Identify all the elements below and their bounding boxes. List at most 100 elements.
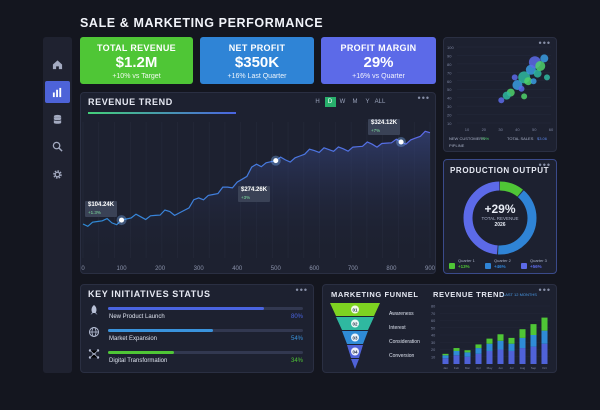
bar-segment [486,350,493,364]
stage-badge [351,333,359,342]
callout-change: +3% [241,195,251,200]
bar-segment [464,356,471,364]
y-tick-label: 40 [447,96,452,101]
funnel-tip [351,359,359,369]
bubble-panel: ••• [443,37,557,152]
kpi-total-revenue[interactable]: TOTAL REVENUE $1.2M +10% vs Target [80,37,193,84]
funnel-stage-label: Awareness [389,311,414,317]
sidebar-item-analytics[interactable] [45,81,70,103]
timeframe-all[interactable]: ALL [374,99,386,105]
more-menu-icon[interactable]: ••• [538,38,551,48]
stage-number: 03 [352,335,358,340]
bar-segment [453,350,460,356]
initiative-row[interactable]: Market Expansion 54% [88,327,306,351]
bar-segment [486,343,493,351]
stage-number: 02 [352,321,358,326]
bar-segment [541,343,548,364]
title-underline [88,112,236,114]
initiative-label: Market Expansion [109,336,158,342]
bubble-point [498,97,505,104]
donut-label: TOTAL REVENUE [481,216,519,221]
search-icon [52,141,63,152]
x-tick-label: 400 [232,266,243,272]
bar-segment [453,355,460,364]
timeframe-y[interactable]: Y [365,99,370,105]
revenue-bars-subtitle: LAST 12 MONTHS [503,292,537,297]
more-menu-icon[interactable]: ••• [538,285,551,295]
callout-2: $274.26K +3% [238,186,271,202]
stage-number: 04 [352,349,358,354]
timeframe-m[interactable]: M [352,99,358,105]
bubble-chart: 100 90 80 70 60 50 40 30 20 10 10 20 30 40 50 60 [447,45,554,132]
stage-badge [351,347,359,356]
timeframe-d[interactable]: D [324,97,336,107]
bubble-point [543,74,550,81]
bar-segment [519,329,526,338]
kpi-profit-margin[interactable]: PROFIT MARGIN 29% +16% vs Quarter [321,37,436,84]
marker-point [273,158,279,164]
revenue-line [82,130,431,228]
funnel-stage-label: Consideration [389,339,420,345]
timeframe-h[interactable]: H [315,99,320,105]
bar-segment [442,358,449,364]
kpi-net-profit[interactable]: NET PROFIT $350K +16% Last Quarter [200,37,314,84]
donut-center: +29% TOTAL REVENUE 2026 [460,202,540,228]
stage-badge [351,319,359,328]
x-tick-label: 600 [309,266,320,272]
kpi-label: PROFIT MARGIN [340,43,417,53]
globe-icon [89,327,99,337]
bar-segment [508,343,515,351]
initiatives-panel: ••• [80,284,314,373]
rocket-icon [90,305,98,315]
y-tick-label: 10 [431,355,435,359]
donut-slice [463,181,537,255]
funnel-stage-label: Conversion [389,353,415,359]
more-menu-icon[interactable]: ••• [295,285,308,295]
callout-change: +7% [371,128,381,133]
bar-chart-icon [52,87,62,97]
legend-label: Quarter 2 [494,258,511,263]
initiative-row[interactable]: New Product Launch 80% [88,305,306,329]
sidebar-item-search[interactable] [45,135,70,157]
x-tick-label: Jun [498,366,503,370]
bar-segment [486,338,493,344]
bar-segment [475,348,482,354]
progress-fill [108,307,264,310]
y-tick-label: 50 [447,87,452,92]
y-tick-label: 70 [431,312,435,316]
initiative-percent: 34% [290,358,303,364]
bar-segment [497,340,504,350]
y-tick-label: 90 [447,53,452,58]
timeframe-w[interactable]: W [339,99,346,105]
marker-point [398,139,404,145]
x-tick-label: 40 [515,127,520,132]
sidebar-item-home[interactable] [45,53,70,75]
sidebar-item-database[interactable] [45,108,70,130]
y-tick-label: 30 [447,104,452,109]
x-tick-label: 10 [465,127,470,132]
bar-segment [541,330,548,344]
legend-label: Quarter 1 [458,258,475,263]
more-menu-icon[interactable]: ••• [538,160,551,170]
y-tick-label: 40 [431,334,435,338]
donut-slice [463,181,537,255]
page-title: SALE & MARKETING PERFORMANCE [80,16,324,30]
legend-label: Quarter 3 [530,258,547,263]
initiative-row[interactable]: Digital Transformation 34% [88,349,306,373]
legend-value: 79% [481,136,490,141]
sidebar-item-settings[interactable] [45,163,70,185]
bar-segment [453,348,460,351]
legend-label: PIPLINE [449,143,465,148]
y-tick-label: 70 [447,70,452,75]
callout-1: $104.24K +1.3% [85,201,118,217]
initiatives-title: KEY INITIATIVES STATUS [88,289,211,299]
bar-segment [508,350,515,364]
callout-3: $324.12K +7% [368,119,401,135]
bar-segment [541,317,548,331]
more-menu-icon[interactable]: ••• [417,93,430,103]
bar-segment [530,346,537,364]
legend-value: +56% [530,264,542,269]
bubble-point [533,69,542,78]
x-tick-label: 50 [532,127,537,132]
y-tick-label: 20 [447,113,452,118]
